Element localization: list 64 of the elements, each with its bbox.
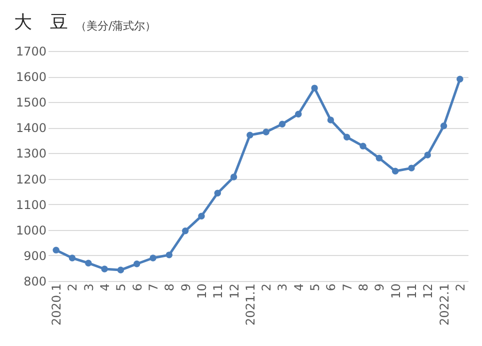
y-tick-label: 1000 [16,223,46,238]
x-tick-label: 10 [388,284,403,299]
x-tick-label: 11 [211,284,226,299]
y-tick-label: 1300 [16,146,46,161]
point [133,260,140,268]
x-tick-label: 12 [227,284,242,299]
point [456,76,464,82]
point [440,122,448,130]
point [150,254,156,262]
x-tick-label: 2 [260,284,274,292]
y-tick-label: 1400 [16,121,46,136]
point [360,142,366,150]
y-tick-label: 1100 [16,198,46,212]
x-tick-label: 2 [453,284,468,292]
x-tick-label: 5 [308,284,322,292]
x-tick-label: 11 [404,284,419,299]
point [101,266,108,272]
x-tick-label: 10 [194,284,209,299]
point [327,116,334,124]
x-tick-label: 9 [372,284,387,292]
point [182,228,189,234]
point [343,134,350,140]
x-tick-label: 3 [82,284,96,292]
y-tick-label: 900 [24,248,46,263]
x-tick-label: 2022.1 [437,284,452,326]
x-tick-label: 4 [98,284,112,292]
point [376,154,383,162]
point [198,212,205,220]
x-tick-label: 2021.1 [243,284,258,326]
point [85,260,92,266]
x-tick-label: 5 [114,284,128,292]
point [214,190,221,196]
y-axis-title: （美分/蒲式尔） [76,20,156,32]
x-tick-label: 7 [340,284,354,292]
y-tick-label: 1500 [16,96,46,110]
x-tick-label: 8 [356,284,370,292]
x-tick-label: 2020.1 [50,284,64,326]
point [311,84,318,92]
x-tick-label: 3 [276,284,290,292]
x-tick-label: 4 [292,284,306,292]
point [117,266,124,274]
chart-title: 大 豆 [14,12,68,33]
point [392,168,399,174]
point [295,110,302,118]
y-tick-label: 800 [24,274,46,288]
point [166,252,173,258]
x-tick-label: 7 [146,284,160,292]
point [424,152,431,158]
y-tick-label: 1700 [16,44,46,58]
point [230,174,238,180]
x-tick-label: 8 [162,284,177,292]
point [52,246,60,254]
x-tick-label: 6 [130,284,144,292]
point [262,128,270,136]
x-tick-label: 9 [178,284,193,292]
y-tick-label: 1200 [16,172,46,186]
x-tick-label: 2 [66,284,80,292]
point [408,164,415,172]
x-tick-label: 12 [421,284,436,299]
point [68,254,76,262]
x-tick-label: 6 [324,284,338,292]
point [246,132,254,138]
y-tick-label: 1600 [16,70,46,84]
point [278,120,286,128]
